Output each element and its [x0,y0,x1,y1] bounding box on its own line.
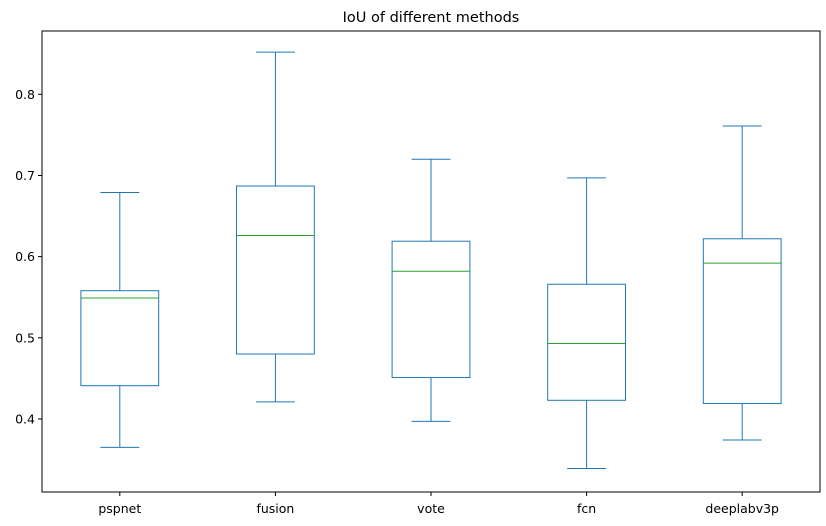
y-tick-label: 0.7 [15,168,35,183]
x-tick-label: fcn [577,501,596,516]
y-tick-label: 0.8 [15,87,35,102]
x-tick-label: pspnet [98,501,141,516]
box-pspnet [80,192,160,448]
iqr-box-pspnet [80,290,160,387]
y-tick-label: 0.6 [15,249,35,264]
iqr-box-deeplabv3p [702,238,782,405]
x-tick-label: deeplabv3p [705,501,779,516]
box-vote [391,158,471,422]
box-fcn [547,177,627,469]
y-tick-label: 0.5 [15,330,35,345]
x-axis: pspnet fusion vote fcn deeplabv3p [98,492,779,516]
plot-area [80,51,782,469]
iqr-box-vote [391,240,471,379]
chart-title: IoU of different methods [343,10,520,26]
box-deeplabv3p [702,125,782,441]
y-tick-label: 0.4 [15,411,35,426]
iqr-box-fusion [236,185,315,355]
iqr-box-fcn [547,283,627,401]
x-tick-label: vote [417,501,445,516]
x-tick-label: fusion [256,501,294,516]
y-axis: 0.4 0.5 0.6 0.7 0.8 [15,87,42,426]
box-fusion [236,51,315,403]
